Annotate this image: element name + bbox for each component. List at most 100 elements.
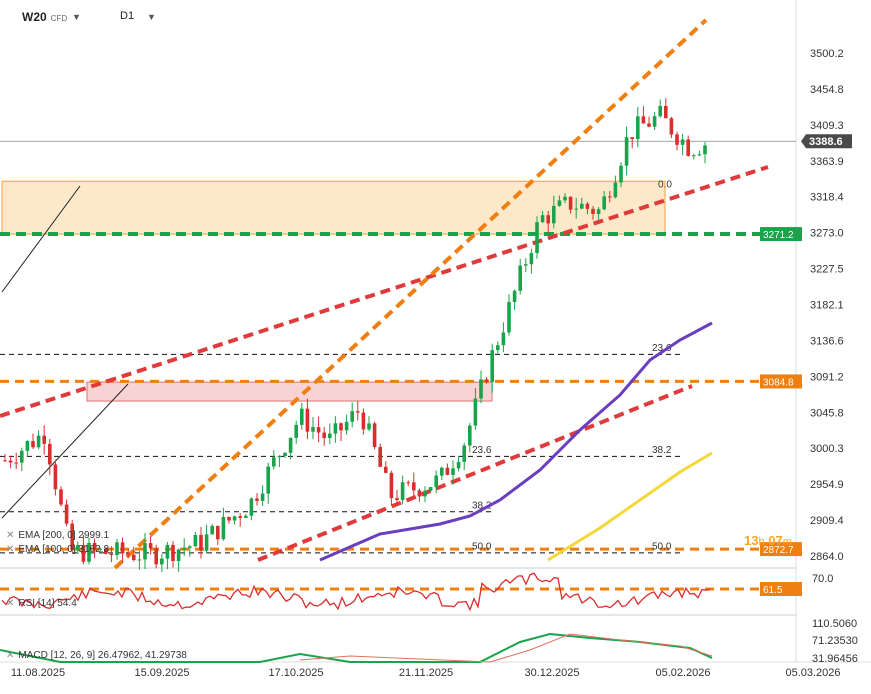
candle-body [238, 516, 242, 518]
candle-body [14, 462, 18, 464]
candle-body [182, 547, 186, 550]
trendline-thin [1, 185, 81, 293]
candle-body [384, 466, 388, 473]
symbol-name[interactable]: W20 CFD [22, 10, 68, 24]
candle-body [42, 435, 46, 444]
candle-body [126, 553, 130, 555]
level-tag-orange: 3084.8 [763, 377, 794, 388]
candle-body [87, 542, 91, 562]
candle-body [160, 558, 164, 565]
candle-body [406, 482, 410, 484]
candle-body [70, 523, 74, 551]
price-tick-label: 3182.1 [810, 300, 844, 312]
candle-body [529, 253, 534, 265]
candle-body [109, 553, 114, 555]
candle-body [524, 264, 528, 266]
candle-body [115, 542, 119, 555]
candle-body [703, 145, 707, 155]
candle-body [372, 423, 377, 448]
candle-body [658, 105, 662, 117]
price-tick-label: 3273.0 [810, 228, 844, 240]
level-tag-orange-bottom: 2872.7 [763, 545, 794, 556]
candle-body [613, 182, 618, 198]
candle-body [557, 200, 562, 206]
rsi-label[interactable]: ✕ RSI [14] 54.4 [6, 598, 77, 609]
fib-label: 23.6 [472, 445, 492, 456]
level-tag-green: 3271.2 [763, 230, 794, 241]
macd-label[interactable]: ✕ MACD [12, 26, 9] 26.47962, 41.29738 [6, 650, 187, 661]
candle-body [322, 432, 326, 438]
candle-body [64, 504, 69, 524]
candle-body [512, 290, 517, 303]
candle-body [440, 467, 444, 476]
candle-body [652, 116, 657, 127]
candle-body [546, 215, 550, 224]
level-tag-orange-bg [760, 374, 802, 389]
candle-body [619, 165, 623, 183]
candle-body [255, 498, 259, 501]
candle-body [563, 196, 567, 201]
candle-body [395, 498, 399, 501]
date-tick-label: 15.09.2025 [134, 667, 189, 679]
close-icon[interactable]: ✕ [6, 530, 15, 541]
candle-timer: 13h 07m [744, 533, 792, 548]
candle-body [288, 437, 293, 453]
candle-body [434, 475, 438, 488]
trendline-thin [1, 383, 129, 519]
price-tick-label: 2909.4 [810, 515, 844, 527]
fib-label: 38.2 [652, 445, 672, 456]
candle-body [76, 545, 80, 551]
candle-body [468, 425, 472, 446]
candle-body [680, 139, 685, 145]
candle-body [456, 461, 461, 469]
candle-body [423, 490, 427, 497]
candle-body [535, 222, 539, 254]
candle-body [59, 489, 63, 505]
candle-body [624, 137, 629, 166]
fib-label: 0.0 [658, 180, 672, 191]
candle-body [378, 447, 382, 467]
candle-body [568, 196, 573, 210]
candle-body [8, 460, 13, 463]
candle-body [328, 433, 332, 438]
price-tick-label: 2864.0 [810, 551, 844, 563]
candle-body [686, 139, 690, 156]
macd-tick-label: 71.23530 [812, 635, 858, 647]
interval-selector[interactable]: D1 [120, 10, 135, 22]
candle-body [232, 516, 237, 521]
candle-body [339, 423, 343, 431]
interval-dropdown-icon[interactable]: ▼ [147, 12, 156, 22]
candle-body [400, 482, 405, 501]
candle-body [350, 411, 354, 422]
macd-signal-line [299, 633, 713, 663]
candle-body [479, 379, 483, 399]
ema200-label[interactable]: ✕ EMA [200, 0] 2999.1 [6, 530, 110, 541]
candle-body [81, 545, 86, 562]
candle-body [311, 427, 315, 432]
candle-body [48, 443, 52, 465]
candle-body [31, 441, 35, 448]
symbol-dropdown-icon[interactable]: ▼ [72, 12, 81, 22]
close-icon[interactable]: ✕ [6, 598, 15, 609]
candle-body [176, 549, 181, 562]
price-tick-label: 3136.6 [810, 335, 844, 347]
candle-body [518, 265, 522, 291]
candle-body [501, 332, 506, 346]
price-tick-label: 3454.8 [810, 84, 844, 96]
candle-body [294, 424, 298, 438]
close-icon[interactable]: ✕ [6, 544, 15, 555]
ema200-line [547, 451, 713, 562]
close-icon[interactable]: ✕ [6, 650, 15, 661]
candle-body [227, 517, 231, 521]
candle-body [647, 123, 651, 127]
date-tick-label: 30.12.2025 [524, 667, 579, 679]
candle-body [266, 466, 270, 494]
candle-body [300, 408, 304, 425]
price-tick-label: 2954.9 [810, 479, 844, 491]
fib-label: 50.0 [472, 542, 492, 553]
ema100-label[interactable]: ✕ EMA [100, 0] 3162.8 [6, 544, 110, 555]
candle-body [697, 154, 702, 156]
macd-tick-label: 31.96456 [812, 653, 858, 665]
candle-body [507, 302, 511, 333]
